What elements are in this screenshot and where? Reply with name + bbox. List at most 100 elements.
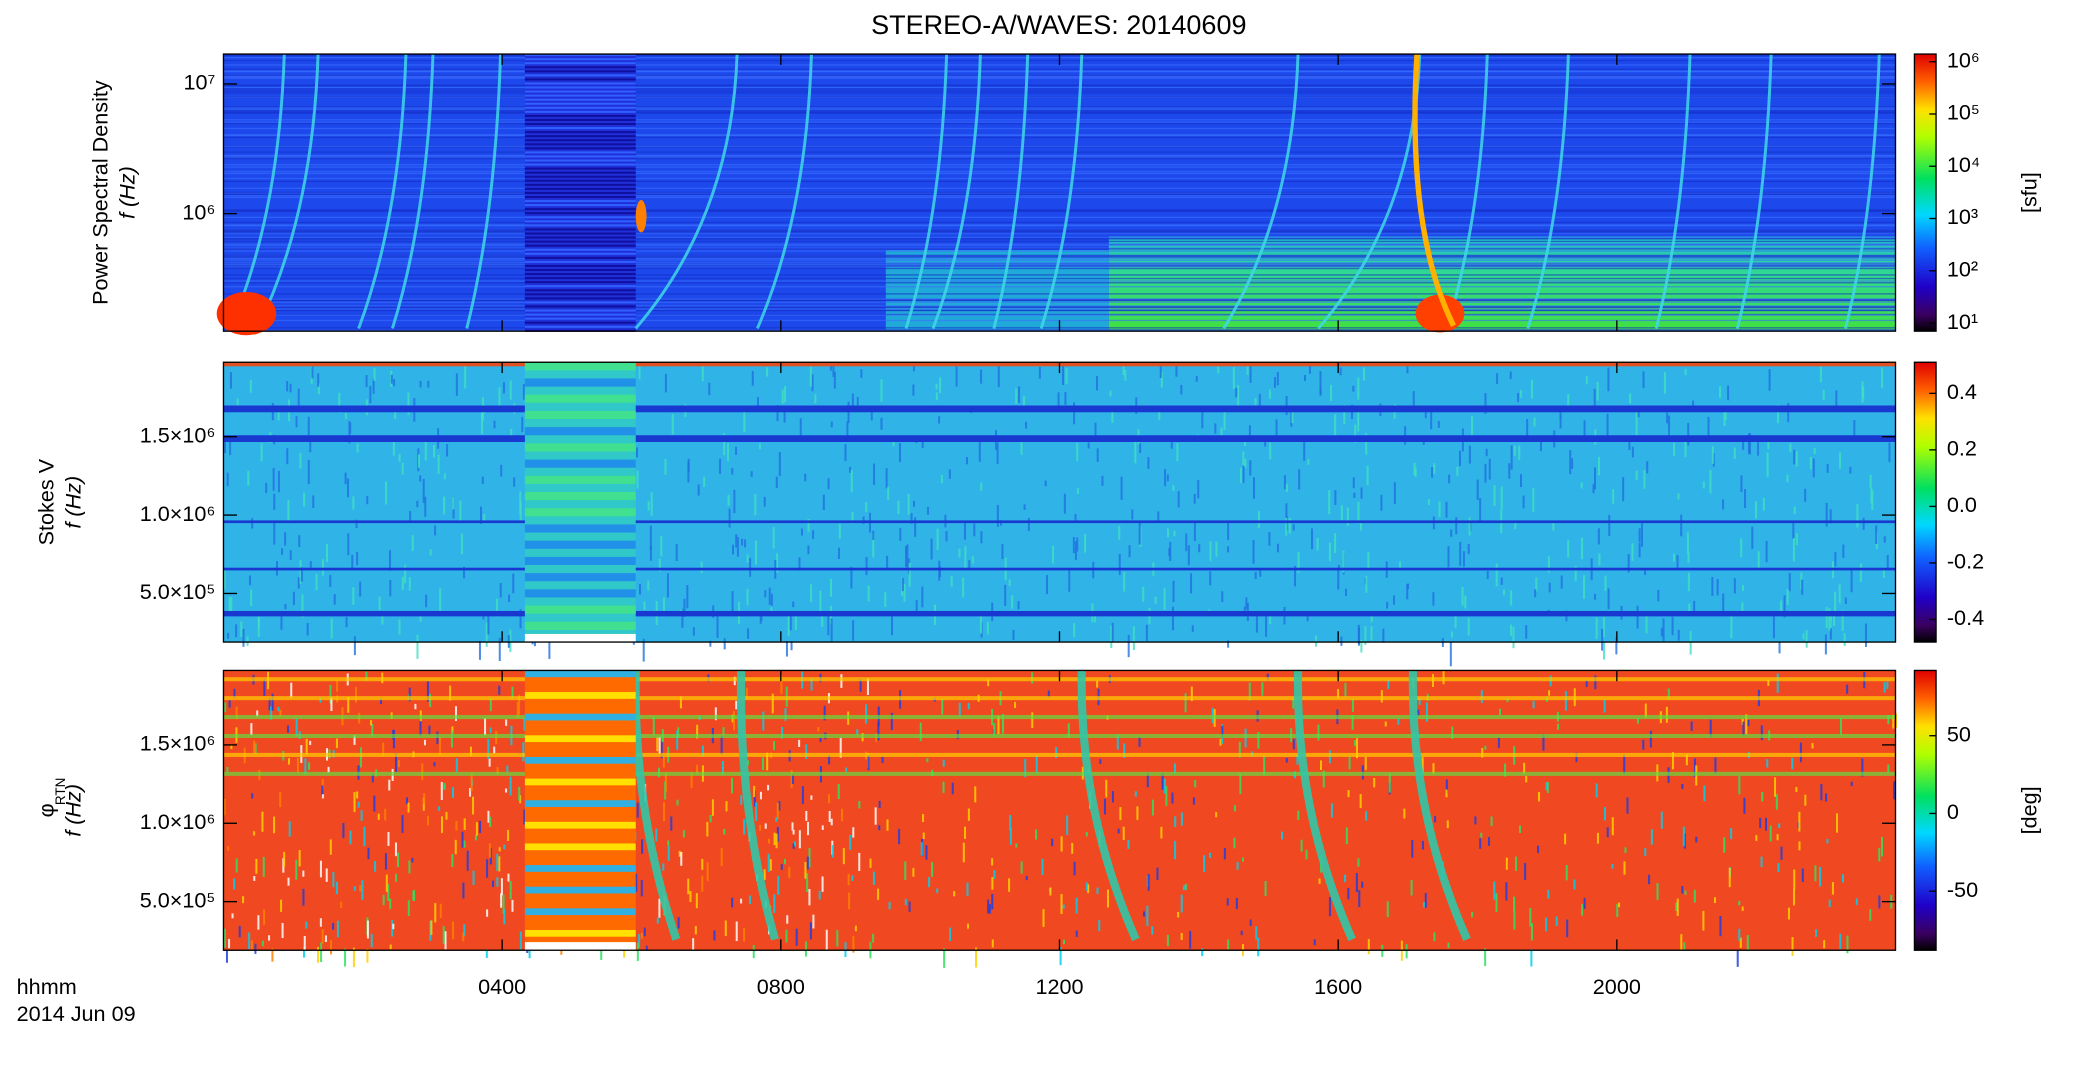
spectrogram-texture xyxy=(1064,392,1067,405)
data-gap xyxy=(524,670,636,951)
spectrogram-texture xyxy=(1722,593,1725,613)
spectrogram-texture xyxy=(425,594,428,608)
spectrogram-texture xyxy=(434,903,437,923)
spectrogram-texture xyxy=(249,575,252,586)
spectrogram-texture xyxy=(442,926,445,944)
spectrogram-texture xyxy=(366,920,369,939)
spectrogram-texture xyxy=(1219,739,1222,746)
spectrogram-texture xyxy=(1259,570,1262,577)
data-gap-stripe xyxy=(524,281,636,284)
data-gap-stripe xyxy=(524,228,636,231)
spectrogram-texture xyxy=(1834,591,1837,616)
spectrogram-texture xyxy=(1357,377,1360,400)
spectrogram-texture xyxy=(1829,620,1832,640)
colorbar-tick-label: 10² xyxy=(1947,257,1978,282)
spectrogram-texture xyxy=(804,941,807,957)
spectrogram-texture xyxy=(967,702,970,710)
spectrogram-texture xyxy=(1881,367,1884,389)
spectrogram-texture xyxy=(662,756,665,768)
spectrogram-texture xyxy=(1687,551,1690,563)
spectrogram-texture xyxy=(951,782,954,795)
spectrogram-texture xyxy=(500,878,503,896)
spectrogram-texture xyxy=(1883,682,1886,693)
spectrogram-texture xyxy=(1581,537,1584,560)
spectrogram-texture xyxy=(807,518,810,533)
spectrogram-texture xyxy=(713,930,716,941)
spectrogram-texture xyxy=(1792,522,1795,540)
spectrogram-texture xyxy=(881,756,884,763)
spectrogram-texture xyxy=(254,943,257,954)
spectrogram-texture xyxy=(223,301,1896,303)
spectrogram-texture xyxy=(901,577,904,592)
spectrogram-texture xyxy=(419,717,422,737)
spectrogram-texture xyxy=(662,597,666,613)
spectrogram-texture xyxy=(333,593,336,605)
y-tick-label: 1.5×10⁶ xyxy=(140,422,216,447)
spectrogram-texture xyxy=(1683,942,1686,950)
spectrogram-texture xyxy=(1364,756,1367,771)
spectrogram-texture xyxy=(423,793,426,804)
spectrogram-texture xyxy=(223,237,1896,240)
spectrogram-texture xyxy=(1353,740,1357,747)
spectrogram-texture xyxy=(1480,832,1483,838)
spectrogram-texture xyxy=(1524,863,1527,881)
spectrogram-texture xyxy=(1744,489,1747,509)
spectrogram-texture xyxy=(1197,480,1200,499)
spectrogram-texture xyxy=(1215,812,1218,818)
spectrogram-texture xyxy=(676,799,679,806)
spectrogram-texture xyxy=(638,934,641,948)
data-gap-stripe xyxy=(524,82,636,85)
spectrogram-texture xyxy=(1844,597,1847,605)
spectrogram-band xyxy=(223,752,1896,757)
spectrogram-texture xyxy=(1526,419,1529,442)
spectrogram-texture xyxy=(870,405,873,421)
spectrogram-texture xyxy=(1073,861,1076,876)
spectrogram-texture xyxy=(1496,373,1499,384)
spectrogram-texture xyxy=(389,944,392,950)
data-gap-stripe xyxy=(524,256,636,259)
spectrogram-texture xyxy=(905,545,908,568)
spectrogram-texture xyxy=(1217,365,1220,374)
data-gap-stripe xyxy=(524,98,636,101)
spectrogram-texture xyxy=(997,364,1000,388)
data-gap-stripe xyxy=(524,692,636,699)
spectrogram-texture xyxy=(1184,693,1187,713)
spectrogram-texture xyxy=(767,784,770,791)
spectrogram-texture xyxy=(317,383,320,395)
spectrogram-texture xyxy=(271,693,274,711)
spectrogram-texture xyxy=(1769,825,1772,842)
spectrogram-texture xyxy=(1417,709,1420,716)
spectrogram-texture xyxy=(996,442,999,464)
spectrogram-texture xyxy=(914,517,917,537)
spectrogram-texture xyxy=(1002,713,1005,734)
spectrogram-texture xyxy=(731,468,734,475)
spectrogram-texture xyxy=(650,492,653,516)
spectrogram-texture xyxy=(1337,688,1340,699)
spectrogram-texture xyxy=(823,705,826,721)
spectrogram-texture xyxy=(1123,571,1126,592)
spectrogram-texture xyxy=(793,841,797,847)
spectrogram-texture xyxy=(488,758,491,767)
spectrogram-texture xyxy=(1031,712,1034,728)
spectrogram-texture xyxy=(1820,784,1823,801)
spectrogram-texture xyxy=(912,868,915,877)
spectrogram-texture xyxy=(856,729,859,735)
spectrogram-texture xyxy=(1813,448,1816,454)
spectrogram-texture xyxy=(1467,543,1470,555)
spectrogram-texture xyxy=(1235,387,1238,398)
y-tick-label: 5.0×10⁵ xyxy=(140,887,216,912)
spectrogram-texture xyxy=(223,306,1896,308)
spectrogram-texture xyxy=(223,224,1896,226)
spectrogram-texture xyxy=(1447,942,1450,949)
spectrogram-texture xyxy=(667,840,670,846)
spectrogram-texture xyxy=(950,575,953,587)
spectrogram-texture xyxy=(1512,626,1515,649)
spectrogram-texture xyxy=(749,557,752,577)
spectrogram-texture xyxy=(444,931,447,950)
spectrogram-texture xyxy=(772,527,775,549)
spectrogram-texture xyxy=(966,882,969,897)
y-axis-label: φ xyxy=(33,803,58,817)
spectrogram-texture xyxy=(1373,778,1376,788)
spectrogram-texture xyxy=(223,107,1896,109)
spectrogram-texture xyxy=(223,248,1896,250)
